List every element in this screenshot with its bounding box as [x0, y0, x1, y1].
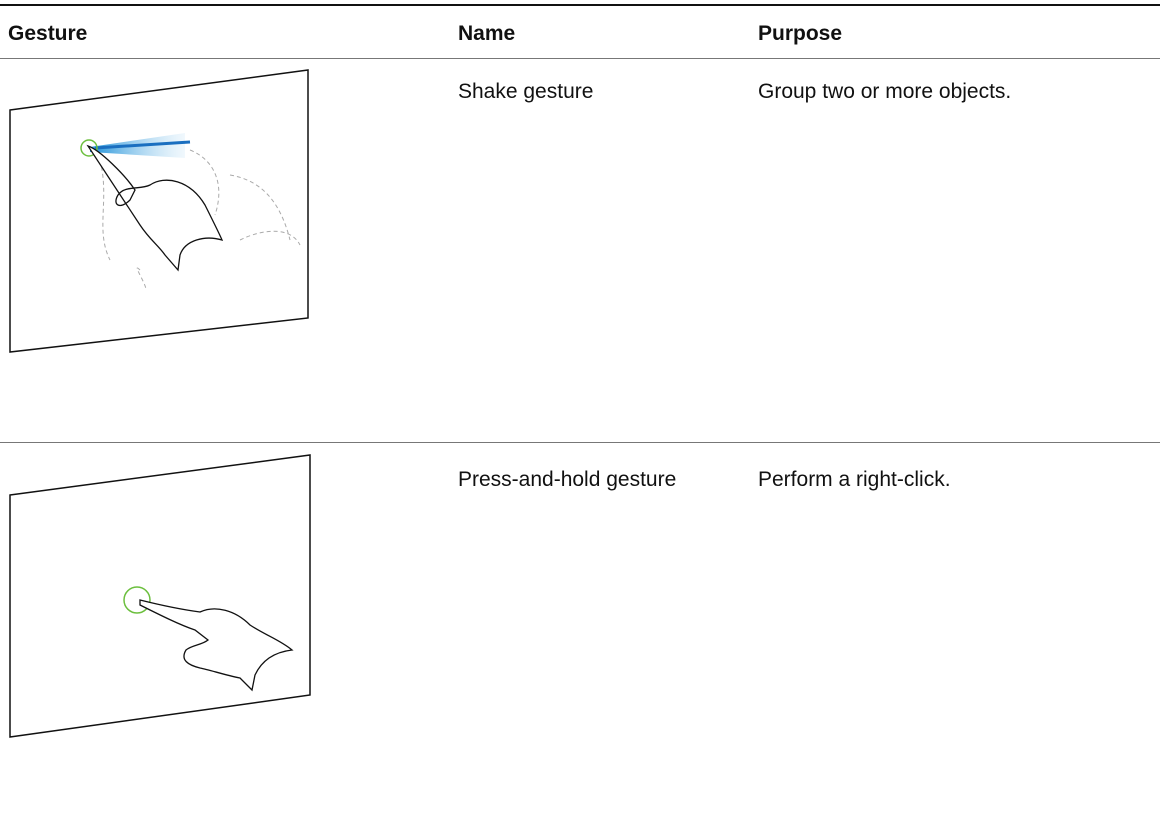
table-top-border: [0, 4, 1160, 6]
row-border: [0, 442, 1160, 443]
header-cell: Gesture: [8, 22, 88, 45]
shake-gesture-illustration: [9, 69, 309, 353]
gesture-name: Shake gesture: [458, 80, 594, 103]
header-cell: Name: [458, 22, 516, 45]
gesture-name: Press-and-hold gesture: [458, 468, 677, 491]
press-and-hold-illustration: [9, 454, 311, 738]
header-border: [0, 58, 1160, 59]
gesture-purpose: Perform a right-click.: [758, 468, 951, 491]
header-cell: Purpose: [758, 22, 843, 45]
gesture-purpose: Group two or more objects.: [758, 80, 1012, 103]
